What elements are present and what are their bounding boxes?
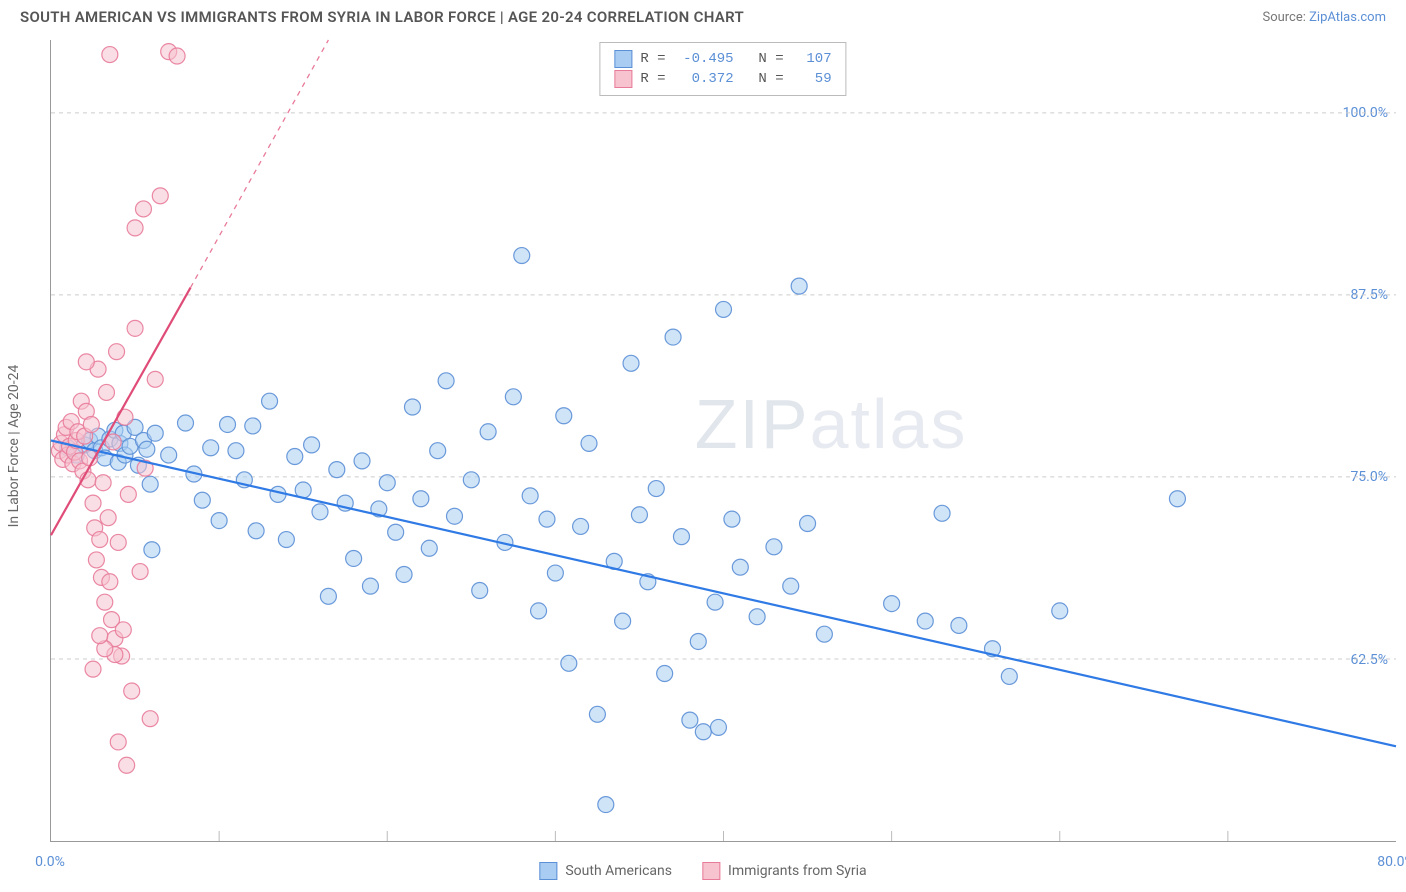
r-value-1: 0.372 bbox=[674, 71, 734, 87]
chart-area: ZIPatlas R = -0.495 N = 107 R = 0.372 N … bbox=[50, 40, 1396, 842]
legend-swatch-pink bbox=[614, 70, 632, 88]
y-axis-title: In Labor Force | Age 20-24 bbox=[6, 365, 22, 528]
source-credit: Source: ZipAtlas.com bbox=[1262, 10, 1386, 25]
r-label: R = bbox=[640, 51, 665, 67]
plot-area: ZIPatlas bbox=[50, 40, 1396, 842]
r-value-0: -0.495 bbox=[674, 51, 734, 67]
chart-title: SOUTH AMERICAN VS IMMIGRANTS FROM SYRIA … bbox=[20, 8, 744, 26]
header-bar: SOUTH AMERICAN VS IMMIGRANTS FROM SYRIA … bbox=[0, 0, 1406, 30]
legend-swatch-blue bbox=[539, 862, 557, 880]
r-label: R = bbox=[640, 71, 665, 87]
legend-label-1: Immigrants from Syria bbox=[728, 863, 867, 879]
x-tick-label: 80.0% bbox=[1377, 854, 1406, 870]
n-value-0: 107 bbox=[792, 51, 832, 67]
legend-item-1: Immigrants from Syria bbox=[702, 862, 867, 880]
legend-stats-row-1: R = 0.372 N = 59 bbox=[614, 69, 831, 89]
n-value-1: 59 bbox=[792, 71, 832, 87]
legend-stats: R = -0.495 N = 107 R = 0.372 N = 59 bbox=[599, 42, 846, 96]
legend-series: South Americans Immigrants from Syria bbox=[539, 862, 866, 880]
legend-swatch-blue bbox=[614, 50, 632, 68]
source-link[interactable]: ZipAtlas.com bbox=[1309, 10, 1386, 25]
plot-svg bbox=[51, 40, 1396, 841]
n-label: N = bbox=[742, 71, 784, 87]
legend-swatch-pink bbox=[702, 862, 720, 880]
legend-item-0: South Americans bbox=[539, 862, 672, 880]
legend-label-0: South Americans bbox=[565, 863, 672, 879]
x-tick-label: 0.0% bbox=[35, 854, 65, 870]
n-label: N = bbox=[742, 51, 784, 67]
legend-stats-row-0: R = -0.495 N = 107 bbox=[614, 49, 831, 69]
source-label: Source: bbox=[1262, 10, 1309, 25]
